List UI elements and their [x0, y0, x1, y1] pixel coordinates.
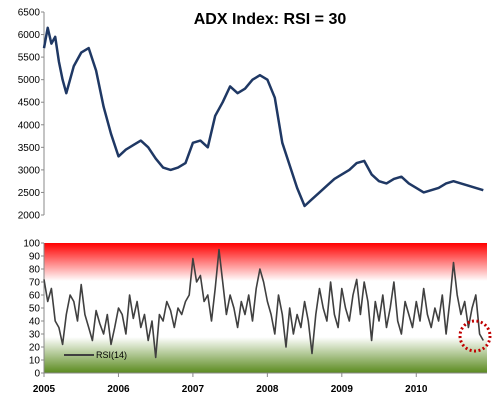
price-tick-label: 4000 [18, 120, 41, 131]
price-tick-label: 6500 [18, 8, 41, 19]
legend-label: RSI(14) [96, 350, 127, 360]
rsi-tick-label: 0 [34, 369, 40, 380]
rsi-tick-label: 100 [23, 239, 40, 250]
price-line [42, 26, 484, 208]
x-tick-label: 2008 [256, 384, 279, 395]
rsi-tick-label: 50 [29, 304, 41, 315]
price-y-axis: 2000 2500 3000 3500 4000 4500 5000 5500 6000 6500 [18, 8, 44, 222]
rsi-tick-label: 60 [29, 291, 41, 302]
rsi-tick-label: 80 [29, 265, 41, 276]
rsi-tick-label: 20 [29, 343, 41, 354]
price-tick-label: 2000 [18, 211, 41, 222]
rsi-tick-label: 30 [29, 330, 41, 341]
x-tick-label: 2010 [405, 384, 428, 395]
chart-title: ADX Index: RSI = 30 [194, 11, 347, 28]
price-tick-label: 2500 [18, 188, 41, 199]
rsi-line [43, 248, 484, 359]
price-tick-label: 4500 [18, 98, 41, 109]
rsi-tick-label: 40 [29, 317, 41, 328]
price-tick-label: 3500 [18, 143, 41, 154]
rsi-tick-label: 10 [29, 356, 41, 367]
x-tick-label: 2006 [107, 384, 130, 395]
x-axis: 2005 2006 2007 2008 2009 2010 [33, 373, 428, 395]
x-tick-label: 2005 [33, 384, 56, 395]
x-tick-label: 2009 [331, 384, 354, 395]
overbought-band [44, 243, 487, 281]
x-tick-label: 2007 [182, 384, 205, 395]
price-tick-label: 5000 [18, 75, 41, 86]
price-series [42, 26, 484, 208]
highlight-circle [458, 319, 492, 353]
price-panel: 2000 2500 3000 3500 4000 4500 5000 5500 6000 6500… [18, 8, 484, 222]
price-tick-label: 3000 [18, 165, 41, 176]
oversold-band [44, 337, 487, 373]
rsi-series [43, 248, 484, 359]
rsi-tick-label: 90 [29, 252, 41, 263]
price-tick-label: 6000 [18, 30, 41, 41]
legend: RSI(14) [64, 350, 127, 360]
rsi-y-axis: 0 10 20 30 40 50 60 70 80 90 100 [23, 239, 44, 380]
rsi-tick-label: 70 [29, 278, 41, 289]
price-tick-label: 5500 [18, 53, 41, 64]
